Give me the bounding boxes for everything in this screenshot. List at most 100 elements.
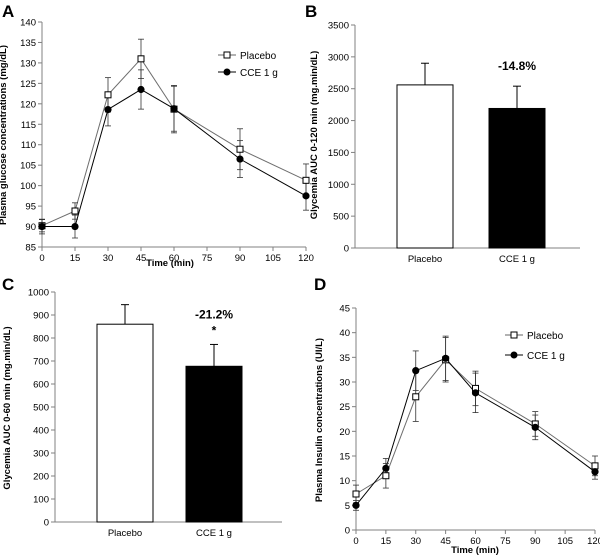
panel-b-percent-change: -14.8% [498, 59, 536, 73]
panel-a-x-tick-label: 30 [103, 253, 114, 264]
panel-d-x-tick-label: 15 [381, 536, 392, 547]
panel-b-letter: B [305, 2, 317, 21]
panel-c-y-tick-label: 300 [33, 449, 49, 460]
panel-a-xlabel: Time (min) [146, 258, 194, 269]
panel-a-y-tick-label: 115 [21, 120, 36, 131]
panel-b-y-tick-label: 1500 [328, 148, 349, 159]
panel-b-y-tick-label: 1000 [328, 180, 349, 191]
panel-a-cce-point [236, 155, 244, 163]
panel-c-category-label-cce: CCE 1 g [196, 528, 232, 539]
panel-a-y-tick-label: 110 [21, 140, 36, 151]
panel-a-placebo-point [137, 55, 145, 63]
panel-d-x-tick-label: 105 [557, 536, 573, 547]
panel-a-y-tick-label: 130 [20, 58, 36, 69]
panel-a-y-tick-label: 140 [20, 18, 36, 29]
panel-a-y-tick-label: 105 [20, 161, 36, 172]
panel-a-x-tick-label: 15 [70, 253, 81, 264]
panel-a-letter: A [2, 2, 14, 21]
panel-d-xlabel: Time (min) [451, 545, 499, 556]
panel-c-ylabel: Glycemia AUC 0-60 min (mg.min/dL) [2, 326, 13, 489]
panel-d-placebo-point [352, 490, 360, 498]
panel-d-y-tick-label: 35 [339, 353, 350, 364]
panel-b-ylabel: Glycemia AUC 0-120 min (mg.min/dL) [309, 51, 320, 220]
panel-a-y-tick-label: 85 [25, 243, 36, 254]
panel-a-y-tick-label: 90 [25, 222, 36, 233]
panel-a-y-tick-label: 100 [20, 181, 36, 192]
legend-cce-label: CCE 1 g [527, 351, 565, 362]
panel-b-y-tick-label: 0 [344, 244, 349, 255]
legend-cce-marker [510, 351, 518, 359]
panel-c-y-tick-label: 800 [33, 334, 49, 345]
panel-b-category-label-cce: CCE 1 g [499, 254, 535, 265]
panel-c-y-tick-label: 400 [33, 426, 49, 437]
panel-a-cce-point [104, 105, 112, 114]
panel-a-placebo-point [236, 145, 244, 153]
panel-a-x-tick-label: 45 [136, 253, 147, 264]
panel-b-category-label-placebo: Placebo [408, 254, 442, 265]
panel-b-y-tick-label: 3500 [328, 21, 349, 32]
panel-c-bar-cce [185, 365, 243, 523]
panel-a-cce-point [137, 85, 145, 94]
panel-c-y-tick-label: 900 [33, 311, 49, 322]
panel-a-y-tick-label: 135 [20, 38, 36, 49]
panel-c-y-tick-label: 700 [33, 357, 49, 368]
panel-d-cce-point [412, 367, 420, 375]
panel-d-x-tick-label: 0 [353, 536, 358, 547]
panel-c-category-label-placebo: Placebo [108, 528, 142, 539]
panel-c-y-tick-label: 200 [33, 472, 49, 483]
panel-d-cce-point [591, 468, 599, 476]
panel-a-ylabel: Plasma glucose concentrations (mg/dL) [0, 45, 9, 225]
panel-a-x-tick-label: 90 [235, 253, 246, 264]
panel-a-y-tick-label: 125 [20, 79, 36, 90]
panel-d-placebo-point [591, 462, 599, 470]
panel-d-y-tick-label: 15 [339, 452, 350, 463]
legend-cce-label: CCE 1 g [240, 68, 278, 79]
panel-d-y-tick-label: 45 [339, 304, 350, 315]
panel-b-bar-placebo [396, 84, 454, 249]
legend-placebo-marker [510, 331, 518, 339]
panel-d-letter: D [314, 275, 326, 294]
panel-d-x-tick-label: 30 [410, 536, 421, 547]
panel-a-cce-point [170, 105, 178, 113]
legend-cce-marker [223, 68, 231, 76]
panel-a-cce-point [302, 192, 310, 200]
panel-d-y-tick-label: 5 [345, 501, 350, 512]
panel-d-cce-point [471, 389, 480, 397]
panel-d-y-tick-label: 40 [339, 328, 350, 339]
panel-a-y-tick-label: 120 [20, 99, 36, 110]
panel-d-x-tick-label: 75 [500, 536, 511, 547]
panel-a-cce-point [71, 222, 79, 231]
panel-d-cce-point [352, 501, 360, 509]
panel-a-x-tick-label: 105 [265, 253, 281, 264]
panel-d-ylabel: Plasma Insulin concentrations (UI/L) [314, 338, 325, 502]
panel-a: A Plasma glucose concentrations (mg/dL) … [0, 2, 314, 269]
panel-c-significance-marker: * [212, 323, 217, 337]
panel-d-cce-point [531, 423, 539, 431]
panel-a-cce-point [38, 222, 46, 231]
legend-placebo-label: Placebo [240, 51, 277, 62]
panel-c-y-tick-label: 0 [44, 518, 49, 529]
panel-d-y-tick-label: 0 [345, 526, 350, 537]
panel-a-x-tick-label: 75 [202, 253, 213, 264]
panel-d-cce-point [382, 464, 390, 472]
panel-c-percent-change: -21.2% [195, 307, 233, 321]
legend-placebo-label: Placebo [527, 331, 564, 342]
panel-d-x-tick-label: 90 [530, 536, 541, 547]
panel-d-cce-point [442, 354, 450, 362]
panel-b-bar-cce [488, 107, 546, 249]
panel-a-legend: Placebo CCE 1 g [218, 51, 278, 79]
panel-d-legend: Placebo CCE 1 g [505, 331, 565, 362]
panel-b: B Glycemia AUC 0-120 min (mg.min/dL) 0 50… [305, 2, 580, 265]
panel-d-y-tick-label: 10 [339, 476, 350, 487]
panel-d: D Plasma Insulin concentrations (UI/L) T… [314, 275, 600, 556]
panel-d-x-tick-label: 60 [470, 536, 481, 547]
panel-c-bar-placebo [96, 323, 154, 523]
panel-c-y-tick-label: 1000 [28, 288, 49, 299]
panel-d-x-tick-label: 45 [440, 536, 451, 547]
panel-d-x-tick-label: 120 [587, 536, 600, 547]
panel-d-y-tick-label: 25 [339, 402, 350, 413]
panel-d-placebo-point [382, 472, 390, 480]
panel-b-y-tick-label: 2500 [328, 84, 349, 95]
